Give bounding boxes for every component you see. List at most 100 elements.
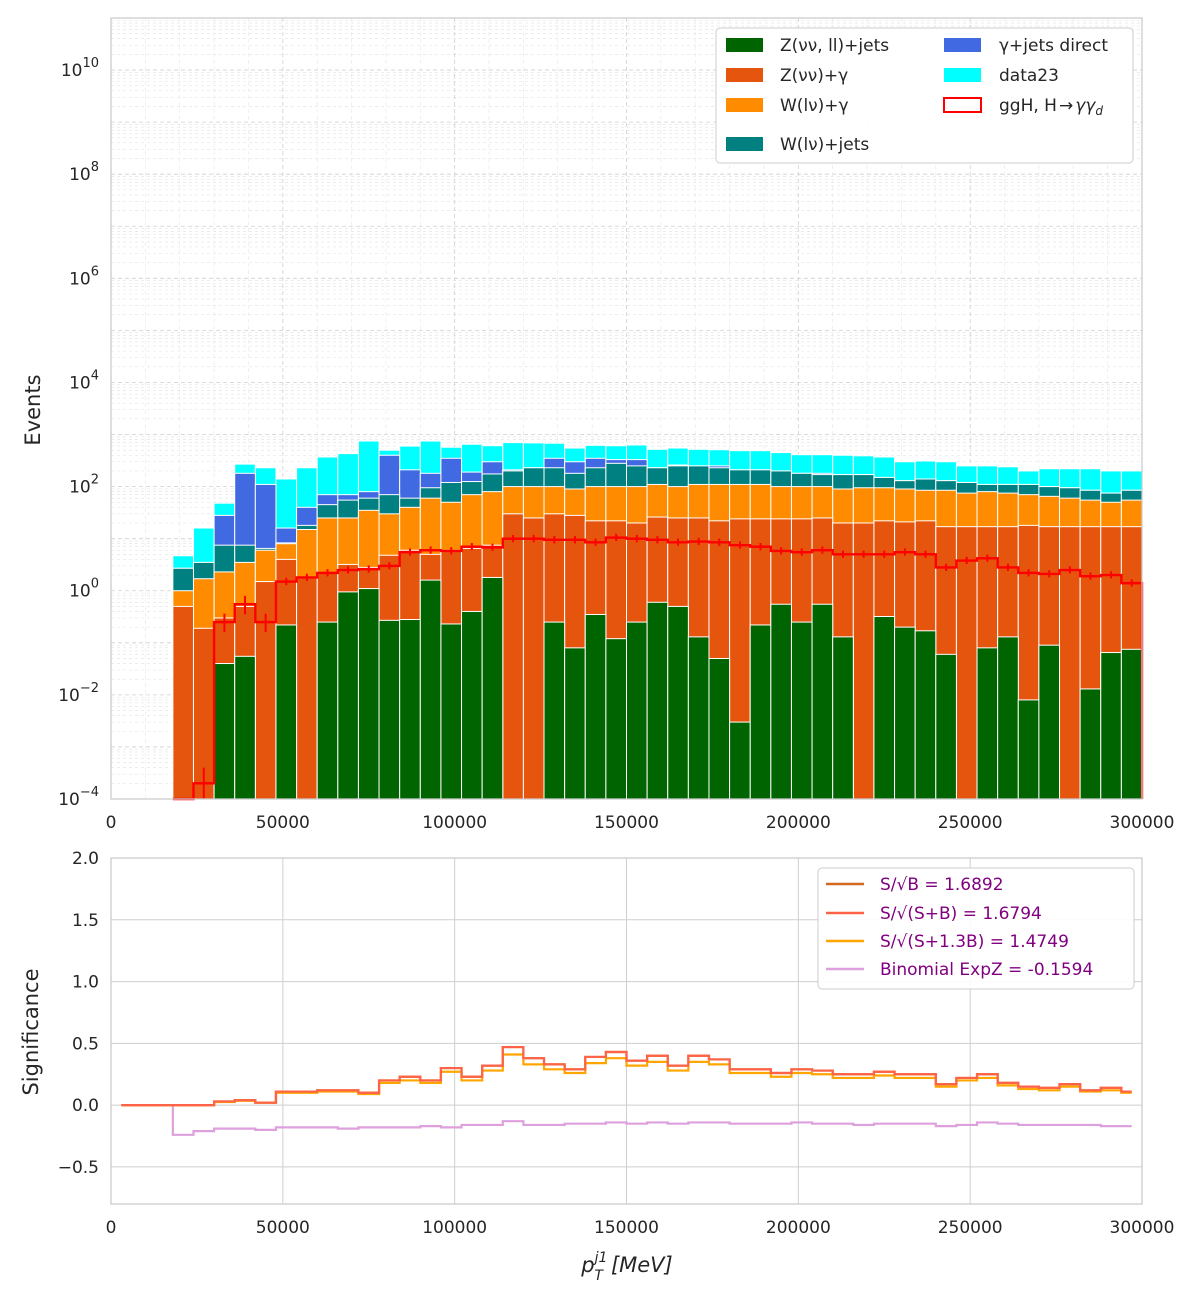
significance-y-tick-label: 0.0 — [72, 1096, 99, 1116]
events-y-axis-label: Events — [21, 374, 45, 445]
events-histogram-panel: 10−4 10−2 100 102 104 106 108 1010 0 50000 100000… — [21, 17, 1175, 833]
legend-label-wgamma: W(lν)+γ — [780, 96, 849, 116]
events-y-tick-label: 102 — [69, 473, 99, 498]
legend-entry-zjets: Z(νν, ll)+jets — [726, 36, 889, 56]
legend-entry-gammajets: γ+jets direct — [944, 36, 1108, 56]
bar-zjets — [832, 636, 854, 800]
bar-zgamma — [522, 517, 545, 800]
events-y-tick-label: 106 — [69, 264, 99, 289]
bar-zgamma — [852, 522, 875, 800]
legend-swatch-signal — [943, 97, 982, 113]
significance-y-tick-label: −0.5 — [58, 1158, 99, 1178]
bar-zjets — [543, 621, 566, 800]
significance-x-tick-label: 250000 — [938, 1218, 1003, 1238]
bar-zjets — [997, 636, 1019, 800]
bar-zjets — [687, 636, 710, 800]
x-axis-label-base: p — [580, 1253, 594, 1277]
bar-zjets — [1017, 699, 1040, 800]
events-y-tick-labels: 10−4 10−2 100 102 104 106 108 1010 — [58, 56, 99, 810]
x-axis-label-sub: T — [594, 1268, 604, 1284]
signal-step-line — [172, 536, 1144, 801]
bar-zjets — [1038, 644, 1061, 800]
legend-label-zjets: Z(νν, ll)+jets — [780, 36, 889, 56]
bar-zjets — [749, 624, 772, 800]
bar-zjets — [1100, 652, 1122, 800]
events-y-tick-label: 100 — [69, 577, 99, 602]
events-y-tick-label: 104 — [69, 368, 99, 393]
legend-entry-s-sqrt-sb: S/√(S+B) = 1.6794 — [826, 904, 1042, 924]
events-x-tick-label: 0 — [106, 813, 117, 833]
significance-x-tick-label: 200000 — [766, 1218, 831, 1238]
bar-zjets — [234, 655, 256, 800]
legend-label-signal: ggH, H → γγd — [999, 96, 1103, 118]
bar-zjets — [419, 579, 442, 800]
significance-y-axis-label: Significance — [19, 968, 43, 1095]
signal-histogram — [172, 533, 1144, 801]
legend-entry-s-sqrt-s13b: S/√(S+1.3B) = 1.4749 — [826, 932, 1069, 952]
bar-zgamma — [296, 576, 318, 800]
bar-zjets — [440, 623, 463, 800]
events-plot-frame — [110, 17, 1143, 800]
bar-zjets — [667, 605, 689, 800]
bar-zjets — [316, 621, 339, 800]
legend-swatch-wjets — [726, 137, 763, 151]
legend-swatch-data23 — [944, 68, 981, 82]
bar-zjets — [976, 647, 999, 800]
significance-y-tick-label: 2.0 — [72, 849, 99, 869]
significance-plot-frame — [110, 857, 1143, 1205]
significance-legend-box — [817, 867, 1135, 990]
significance-x-tick-label: 0 — [106, 1218, 117, 1238]
x-axis-label-sup: j1 — [593, 1250, 608, 1266]
events-x-tick-label: 200000 — [766, 813, 831, 833]
events-x-tick-label: 50000 — [256, 813, 310, 833]
bar-zjets — [894, 626, 916, 800]
significance-y-tick-label: 0.5 — [72, 1034, 99, 1054]
significance-legend: S/√B = 1.6892 S/√(S+B) = 1.6794 S/√(S+1.… — [817, 867, 1135, 990]
bar-zjets — [213, 663, 236, 800]
bar-zjets — [873, 615, 896, 800]
bar-zgamma — [955, 526, 978, 800]
bar-zjets — [770, 603, 792, 800]
bar-zjets — [646, 601, 669, 800]
bar-zjets — [708, 657, 731, 800]
significance-x-tick-label: 300000 — [1110, 1218, 1175, 1238]
significance-x-tick-label: 150000 — [594, 1218, 659, 1238]
significance-panel: 2.0 1.5 1.0 0.5 0.0 −0.5 0 50000 100000 150000 20… — [19, 849, 1174, 1284]
bar-zjets — [378, 619, 401, 800]
bar-zjets — [1120, 648, 1143, 800]
bar-zjets — [275, 624, 298, 800]
legend-entry-signal: ggH, H → γγd — [943, 96, 1103, 118]
bar-zjets — [626, 621, 648, 800]
bar-zgamma — [502, 513, 524, 800]
significance-x-tick-labels: 0 50000 100000 150000 200000 250000 300000 — [106, 1218, 1175, 1238]
legend-swatch-zgamma — [726, 68, 763, 82]
bar-zjets — [584, 613, 607, 800]
stacked-histogram-bars — [172, 440, 1143, 800]
x-axis-label-unit: [MeV] — [611, 1253, 673, 1277]
significance-x-tick-label: 100000 — [422, 1218, 487, 1238]
events-x-tick-label: 300000 — [1110, 813, 1175, 833]
significance-y-tick-labels: 2.0 1.5 1.0 0.5 0.0 −0.5 — [58, 849, 99, 1178]
legend-label-gammajets: γ+jets direct — [999, 36, 1108, 56]
significance-y-tick-label: 1.5 — [72, 911, 99, 931]
significance-x-tick-label: 50000 — [256, 1218, 310, 1238]
legend-swatch-zjets — [726, 38, 763, 52]
bar-zgamma — [172, 605, 194, 800]
legend-entry-binomial: Binomial ExpZ = -0.1594 — [826, 960, 1093, 980]
bar-zjets — [605, 638, 628, 800]
legend-swatch-gammajets — [944, 38, 981, 52]
events-y-tick-label: 1010 — [61, 56, 99, 81]
significance-line-s-sqrt-sb — [121, 1045, 1132, 1107]
bar-zjets — [1079, 688, 1102, 800]
legend-label-binomial: Binomial ExpZ = -0.1594 — [880, 960, 1093, 980]
legend-swatch-wgamma — [726, 98, 763, 112]
bar-zjets — [790, 621, 813, 800]
legend-entry-s-sqrt-b: S/√B = 1.6892 — [826, 875, 1004, 895]
legend-entry-zgamma: Z(νν)+γ — [726, 66, 848, 86]
x-axis-label: pj1 T [MeV] — [580, 1250, 673, 1284]
events-x-tick-label: 150000 — [594, 813, 659, 833]
events-x-tick-labels: 0 50000 100000 150000 200000 250000 300000 — [106, 813, 1175, 833]
bar-zjets — [564, 647, 586, 800]
events-y-tick-label: 10−2 — [58, 681, 99, 706]
